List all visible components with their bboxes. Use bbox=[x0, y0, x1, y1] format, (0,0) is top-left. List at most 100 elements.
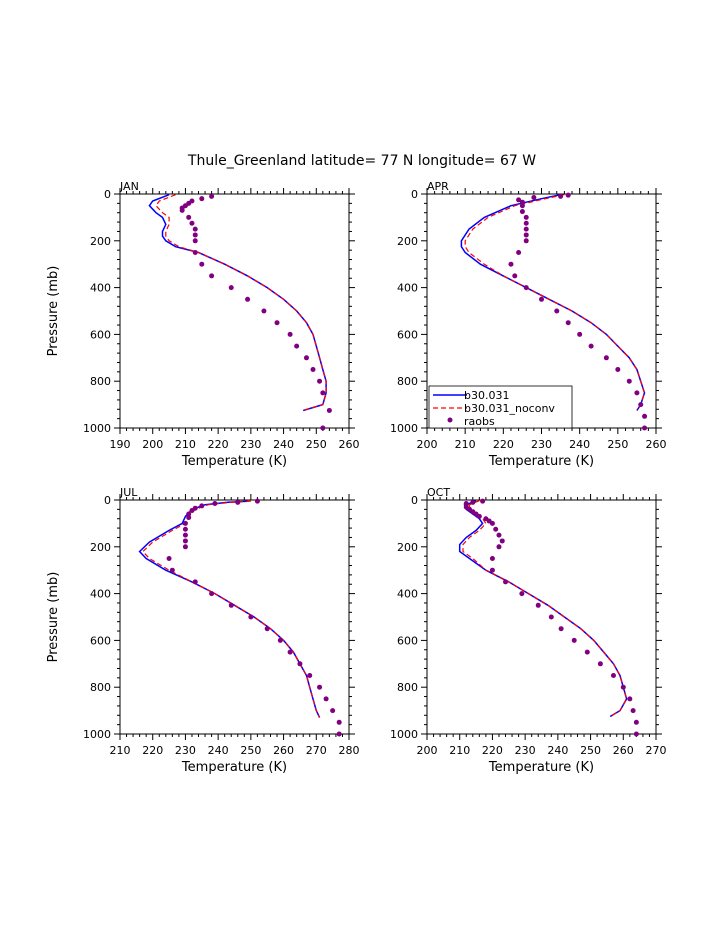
raobs-point bbox=[476, 513, 482, 519]
y-tick-label: 400 bbox=[397, 282, 418, 295]
y-tick-label: 200 bbox=[90, 235, 111, 248]
plot-frame bbox=[119, 193, 350, 429]
y-tick-label: 1000 bbox=[83, 728, 111, 741]
raobs-point bbox=[274, 320, 280, 326]
y-tick-label: 1000 bbox=[83, 422, 111, 435]
raobs-point bbox=[277, 637, 283, 643]
x-tick-label: 190 bbox=[110, 438, 131, 451]
x-axis-label: Temperature (K) bbox=[181, 454, 287, 469]
x-axis-label: Temperature (K) bbox=[488, 760, 594, 775]
raobs-point bbox=[523, 226, 529, 232]
series-line-b30-031-noconv bbox=[464, 194, 646, 411]
raobs-point bbox=[558, 626, 564, 632]
raobs-point bbox=[317, 378, 323, 384]
raobs-point bbox=[548, 614, 554, 620]
y-tick-label: 600 bbox=[90, 328, 111, 341]
raobs-point bbox=[186, 511, 192, 517]
panel-label: JAN bbox=[119, 180, 139, 193]
x-tick-label: 220 bbox=[142, 744, 163, 757]
raobs-point bbox=[523, 232, 529, 238]
raobs-point bbox=[489, 520, 495, 526]
x-tick-label: 260 bbox=[613, 744, 634, 757]
raobs-point bbox=[489, 556, 495, 561]
x-tick-label: 260 bbox=[646, 438, 667, 451]
raobs-point bbox=[496, 544, 502, 550]
panel-label: APR bbox=[427, 180, 449, 193]
series-line-b30-031 bbox=[138, 500, 321, 718]
raobs-point bbox=[519, 199, 525, 205]
raobs-point bbox=[597, 661, 603, 667]
raobs-point bbox=[470, 499, 476, 505]
series-line-b30-031 bbox=[458, 500, 628, 718]
plot-area bbox=[148, 194, 327, 412]
x-tick-label: 260 bbox=[273, 744, 294, 757]
raobs-point bbox=[535, 602, 541, 608]
raobs-point bbox=[199, 261, 205, 267]
x-tick-label: 200 bbox=[142, 438, 163, 451]
y-tick-label: 800 bbox=[90, 681, 111, 694]
raobs-point bbox=[182, 520, 188, 526]
panel-jul: JUL 210 220 230 240 250 260 270 280 0 200 400 600 800… bbox=[46, 486, 360, 775]
y-tick-label: 1000 bbox=[390, 422, 418, 435]
raobs-point bbox=[489, 567, 495, 573]
plot-frame bbox=[119, 499, 350, 735]
raobs-point bbox=[294, 343, 300, 349]
raobs-point bbox=[320, 390, 326, 396]
panel-apr: APR 200 210 220 230 240 250 260 0 200 400 600 800 100… bbox=[390, 180, 667, 469]
raobs-point bbox=[192, 250, 198, 255]
y-tick-label: 0 bbox=[411, 188, 418, 201]
y-tick-label: 0 bbox=[411, 494, 418, 507]
y-tick-label: 1000 bbox=[390, 728, 418, 741]
x-tick-label: 250 bbox=[607, 438, 628, 451]
raobs-point bbox=[565, 192, 571, 198]
raobs-point bbox=[523, 285, 529, 291]
raobs-point bbox=[634, 390, 640, 396]
raobs-point bbox=[588, 343, 594, 349]
raobs-point bbox=[245, 296, 251, 302]
x-tick-label: 200 bbox=[417, 744, 438, 757]
raobs-point bbox=[189, 220, 195, 226]
legend-marker-raobs bbox=[447, 417, 453, 423]
panel-label: OCT bbox=[427, 486, 450, 499]
raobs-point bbox=[209, 193, 215, 199]
y-tick-label: 400 bbox=[397, 588, 418, 601]
raobs-point bbox=[633, 719, 639, 725]
raobs-point bbox=[539, 296, 544, 302]
raobs-point bbox=[523, 214, 529, 220]
x-tick-label: 260 bbox=[339, 438, 360, 451]
y-tick-label: 0 bbox=[104, 188, 111, 201]
raobs-point bbox=[261, 308, 267, 314]
raobs-point bbox=[336, 731, 342, 737]
raobs-point bbox=[493, 526, 499, 532]
raobs-point bbox=[558, 193, 564, 199]
x-tick-label: 220 bbox=[493, 438, 514, 451]
legend-label-b30-031: b30.031 bbox=[464, 389, 509, 402]
raobs-point bbox=[182, 532, 188, 538]
y-tick-label: 600 bbox=[90, 634, 111, 647]
series-line-b30-031-noconv bbox=[462, 500, 628, 718]
raobs-point bbox=[642, 425, 648, 431]
raobs-point bbox=[571, 637, 577, 643]
raobs-point bbox=[179, 207, 185, 213]
raobs-point bbox=[554, 308, 560, 314]
raobs-point bbox=[192, 238, 198, 244]
series-line-b30-031 bbox=[460, 194, 646, 411]
y-tick-label: 0 bbox=[104, 494, 111, 507]
raobs-point bbox=[307, 673, 313, 678]
x-tick-label: 240 bbox=[547, 744, 568, 757]
raobs-point bbox=[516, 250, 522, 255]
raobs-point bbox=[199, 196, 205, 202]
x-axis-label: Temperature (K) bbox=[488, 454, 594, 469]
x-tick-label: 220 bbox=[208, 438, 229, 451]
raobs-point bbox=[310, 367, 316, 372]
raobs-point bbox=[209, 273, 215, 279]
x-tick-label: 240 bbox=[569, 438, 590, 451]
y-axis-label: Pressure (mb) bbox=[46, 266, 61, 357]
raobs-point bbox=[209, 591, 215, 597]
y-tick-label: 800 bbox=[397, 375, 418, 388]
plot-area bbox=[138, 500, 321, 718]
y-tick-label: 400 bbox=[90, 588, 111, 601]
raobs-point bbox=[503, 579, 509, 585]
